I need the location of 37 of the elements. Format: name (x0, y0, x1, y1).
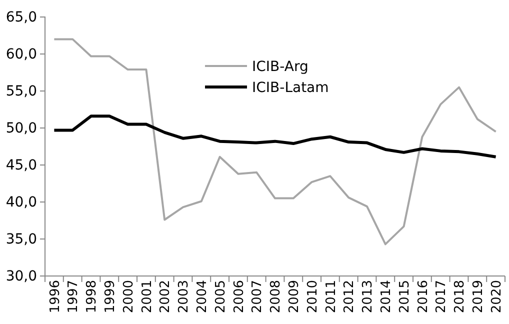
y-tick-label: 40,0 (6, 194, 37, 210)
x-tick-label: 2002 (158, 280, 174, 314)
y-tick-label: 35,0 (6, 231, 37, 248)
x-tick-label: 2007 (250, 280, 266, 314)
legend-label: ICIB-Latam (252, 80, 329, 96)
x-tick-label: 2012 (342, 280, 358, 314)
line-series (53, 38, 497, 246)
x-tick-label: 1999 (102, 280, 118, 314)
x-tick-label: 2001 (140, 280, 155, 314)
x-tick-label: 2008 (268, 280, 284, 314)
x-tick-label: 1996 (48, 280, 63, 314)
y-tick-label: 60,0 (6, 46, 37, 62)
y-tick-label: 50,0 (6, 120, 37, 136)
x-tick-label: 1998 (84, 280, 100, 314)
x-tick-label: 2019 (470, 280, 486, 314)
x-tick-label: 2004 (194, 280, 210, 314)
x-tick-label: 2000 (121, 280, 136, 314)
x-tick-label: 2016 (416, 280, 431, 314)
x-tick-label: 2010 (305, 280, 320, 314)
line-series (52, 114, 498, 158)
y-tick-label: 45,0 (6, 157, 37, 174)
x-tick-label: 2017 (434, 280, 450, 314)
x-tick-label: 2013 (360, 280, 376, 314)
x-tick-label: 2006 (232, 280, 247, 314)
x-tick-label: 2020 (489, 280, 504, 314)
x-tick-label: 1997 (66, 280, 82, 314)
y-tick-label: 65,0 (6, 9, 37, 26)
y-tick-label: 30,0 (6, 268, 37, 284)
x-tick-label: 2005 (213, 280, 228, 314)
x-tick-label: 2003 (176, 280, 192, 314)
y-tick-label: 55,0 (6, 83, 37, 100)
x-tick-label: 2014 (378, 280, 394, 314)
x-tick-label: 2009 (286, 280, 302, 314)
legend-label: ICIB-Arg (252, 58, 308, 75)
x-tick-label: 2018 (452, 280, 468, 314)
x-tick-label: 2015 (397, 280, 412, 314)
x-tick-label: 2011 (324, 280, 339, 314)
